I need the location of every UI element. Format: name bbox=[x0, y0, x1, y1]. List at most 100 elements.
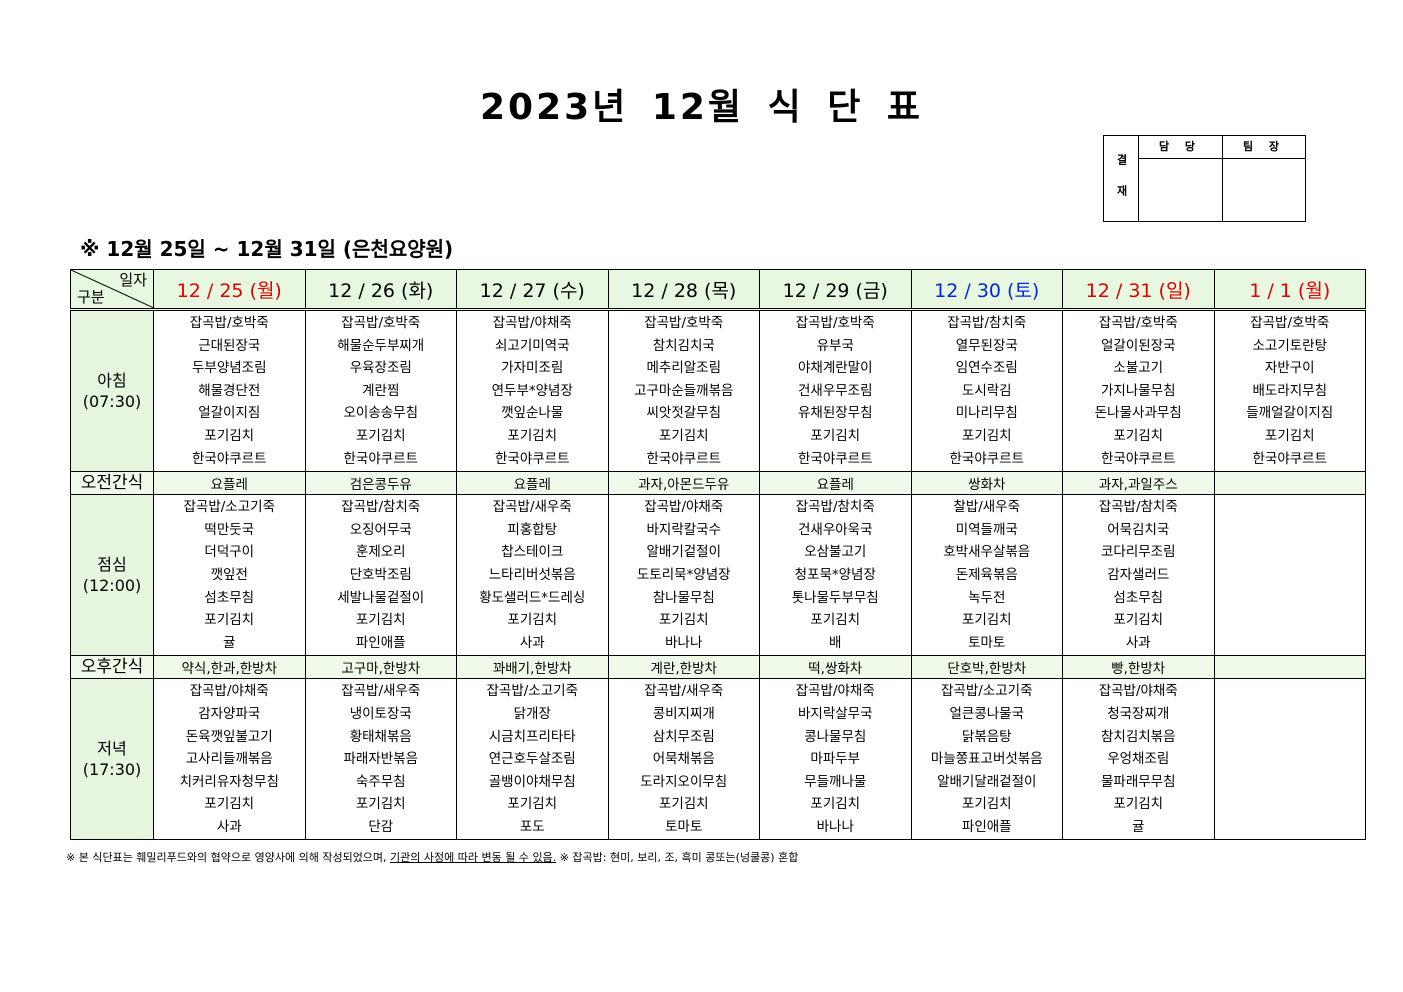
menu-cell: 잡곡밥/호박죽 해물순두부찌개 우육장조림 계란찜 오이송송무침 포기김치 한국야쿠르트 bbox=[304, 308, 457, 473]
menu-item: 찹스테이크 bbox=[501, 544, 564, 561]
menu-item: 참나물무침 bbox=[652, 589, 715, 606]
menu-cell: 잡곡밥/새우죽 콩비지찌개 삼치무조림 어묵채볶음 도라지오이무침 포기김치 토마토 bbox=[607, 678, 760, 841]
menu-cell: 잡곡밥/소고기죽 닭개장 시금치프리타타 연근호두살조림 골뱅이야채무침 포기김치 포도 bbox=[456, 678, 609, 841]
menu-item: 귤 bbox=[1132, 818, 1145, 835]
menu-item: 포도 bbox=[519, 818, 545, 835]
menu-item: 황태채볶음 bbox=[349, 728, 412, 745]
menu-item: 바지락칼국수 bbox=[646, 521, 722, 538]
menu-item: 토마토 bbox=[665, 818, 703, 835]
meal-time: (07:30) bbox=[82, 392, 142, 412]
menu-cell: 잡곡밥/참치죽 오징어무국 훈제오리 단호박조림 세발나물겉절이 포기김치 파인애플 bbox=[304, 494, 457, 657]
menu-item: 고구마순들깨볶음 bbox=[634, 382, 734, 399]
menu-item: 더덕구이 bbox=[204, 544, 255, 561]
menu-item: 포기김치 bbox=[810, 612, 861, 629]
snack-cell: 떡,쌍화차 bbox=[759, 655, 912, 680]
menu-item: 파인애플 bbox=[961, 818, 1012, 835]
menu-item: 들깨얼갈이지짐 bbox=[1246, 405, 1334, 422]
menu-item: 두부양념조림 bbox=[191, 360, 267, 377]
menu-item: 얼큰콩나물국 bbox=[949, 705, 1025, 722]
menu-item: 바나나 bbox=[816, 818, 854, 835]
menu-item: 배도라지무침 bbox=[1252, 382, 1328, 399]
menu-item: 파래자반볶음 bbox=[343, 751, 419, 768]
menu-item: 가자미조림 bbox=[501, 360, 564, 377]
menu-item: 우육장조림 bbox=[349, 360, 412, 377]
meal-label: 아침 (07:30) bbox=[70, 308, 154, 473]
menu-item: 무들깨나물 bbox=[804, 773, 867, 790]
menu-item: 코다리무조림 bbox=[1100, 544, 1176, 561]
menu-item: 숙주무침 bbox=[355, 773, 406, 790]
menu-item: 연두부*양념장 bbox=[491, 382, 573, 399]
menu-item: 연근호두살조림 bbox=[488, 751, 576, 768]
menu-item: 근대된장국 bbox=[198, 337, 261, 354]
corner-date-label: 일자 bbox=[119, 271, 147, 289]
menu-table: 일자 구분 12 / 25 (월) 12 / 26 (화) 12 / 27 (수) 12 … bbox=[70, 269, 1366, 841]
menu-cell: 찰밥/새우죽 미역들깨국 호박새우살볶음 돈제육볶음 녹두전 포기김치 토마토 bbox=[910, 494, 1063, 657]
menu-item: 포기김치 bbox=[507, 796, 558, 813]
menu-item: 치커리유자청무침 bbox=[179, 773, 279, 790]
snack-cell: 단호박,한방차 bbox=[910, 655, 1063, 680]
day-header: 12 / 25 (월) bbox=[153, 269, 306, 311]
snack-cell bbox=[1213, 655, 1366, 680]
menu-item: 마늘쫑표고버섯볶음 bbox=[930, 751, 1043, 768]
menu-item: 자반구이 bbox=[1264, 360, 1315, 377]
menu-item: 계란찜 bbox=[362, 382, 400, 399]
menu-item: 어묵김치국 bbox=[1107, 521, 1170, 538]
menu-item: 미나리무침 bbox=[955, 405, 1018, 422]
menu-item: 삼치무조림 bbox=[652, 728, 715, 745]
day-header: 12 / 29 (금) bbox=[759, 269, 912, 311]
menu-item: 닭볶음탕 bbox=[961, 728, 1012, 745]
menu-item: 한국야쿠르트 bbox=[191, 450, 267, 467]
menu-cell: 잡곡밥/호박죽 참치김치국 메추리알조림 고구마순들깨볶음 씨앗젓갈무침 포기김치 한국야쿠… bbox=[607, 308, 760, 473]
menu-item: 사과 bbox=[519, 634, 545, 651]
menu-item: 유부국 bbox=[816, 337, 854, 354]
menu-item: 알배기달래겉절이 bbox=[937, 773, 1037, 790]
menu-item: 청포묵*양념장 bbox=[794, 566, 876, 583]
menu-item: 열무된장국 bbox=[955, 337, 1018, 354]
snack-cell: 꽈배기,한방차 bbox=[456, 655, 609, 680]
approval-label: 결 재 bbox=[1104, 136, 1139, 221]
snack-cell: 검은콩두유 bbox=[304, 471, 457, 496]
menu-item: 한국야쿠르트 bbox=[646, 450, 722, 467]
menu-cell: 잡곡밥/소고기죽 떡만둣국 더덕구이 깻잎전 섬초무침 포기김치 귤 bbox=[153, 494, 306, 657]
menu-cell: 잡곡밥/새우죽 피홍합탕 찹스테이크 느타리버섯볶음 황도샐러드*드레싱 포기김치 사과 bbox=[456, 494, 609, 657]
menu-item: 떡만둣국 bbox=[204, 521, 255, 538]
menu-item: 잡곡밥/호박죽 bbox=[189, 315, 269, 331]
menu-cell: 잡곡밥/호박죽 얼갈이된장국 소불고기 가지나물무침 돈나물사과무침 포기김치 한국야쿠르트 bbox=[1062, 308, 1215, 473]
menu-item: 잡곡밥/야채죽 bbox=[644, 499, 724, 516]
approval-sign-manager[interactable] bbox=[1223, 159, 1305, 221]
menu-item: 포기김치 bbox=[507, 427, 558, 444]
snack-cell: 약식,한과,한방차 bbox=[153, 655, 306, 680]
page-title: 2023년 12월 식 단 표 bbox=[479, 87, 924, 128]
menu-item: 배 bbox=[829, 634, 842, 651]
menu-cell: 잡곡밥/야채죽 쇠고기미역국 가자미조림 연두부*양념장 깻잎순나물 포기김치 한국야쿠르트 bbox=[456, 308, 609, 473]
menu-item: 찰밥/새우죽 bbox=[953, 499, 1021, 516]
menu-item: 잡곡밥/참치죽 bbox=[795, 499, 875, 516]
meal-name: 아침 bbox=[97, 371, 127, 391]
menu-item: 씨앗젓갈무침 bbox=[646, 405, 722, 422]
menu-item: 피홍합탕 bbox=[507, 521, 558, 538]
meal-label: 오전간식 bbox=[70, 471, 154, 496]
menu-item: 돈나물사과무침 bbox=[1094, 405, 1182, 422]
menu-item: 냉이토장국 bbox=[349, 705, 412, 722]
menu-item: 잡곡밥/호박죽 bbox=[1098, 315, 1178, 331]
menu-cell: 잡곡밥/새우죽 냉이토장국 황태채볶음 파래자반볶음 숙주무침 포기김치 단감 bbox=[304, 678, 457, 841]
approval-sign-staff[interactable] bbox=[1138, 159, 1223, 221]
menu-item: 포기김치 bbox=[1264, 427, 1315, 444]
menu-item: 잡곡밥/소고기죽 bbox=[183, 499, 276, 516]
menu-cell: 잡곡밥/야채죽 감자양파국 돈육깻잎불고기 고사리들깨볶음 치커리유자청무침 포기김치 사과 bbox=[153, 678, 306, 841]
menu-item: 토마토 bbox=[968, 634, 1006, 651]
meal-time: (17:30) bbox=[82, 760, 142, 780]
menu-item: 단호박조림 bbox=[349, 566, 412, 583]
menu-item: 느타리버섯볶음 bbox=[488, 566, 576, 583]
menu-cell: 잡곡밥/호박죽 유부국 야채계란말이 건새우무조림 유채된장무침 포기김치 한국야쿠르트 bbox=[759, 308, 912, 473]
meal-label: 점심 (12:00) bbox=[70, 494, 154, 657]
menu-cell: 잡곡밥/소고기죽 얼큰콩나물국 닭볶음탕 마늘쫑표고버섯볶음 알배기달래겉절이 포기김치 파… bbox=[910, 678, 1063, 841]
snack-cell: 빵,한방차 bbox=[1062, 655, 1215, 680]
menu-item: 오삼불고기 bbox=[804, 544, 867, 561]
menu-item: 섬초무침 bbox=[1113, 589, 1164, 606]
menu-item: 포기김치 bbox=[810, 427, 861, 444]
menu-item: 임연수조림 bbox=[955, 360, 1018, 377]
meal-row: 아침 (07:30) 잡곡밥/호박죽 근대된장국 두부양념조림 해물경단전 얼갈이지짐 포기김… bbox=[70, 308, 1366, 473]
menu-item: 섬초무침 bbox=[204, 589, 255, 606]
menu-item: 어묵채볶음 bbox=[652, 751, 715, 768]
